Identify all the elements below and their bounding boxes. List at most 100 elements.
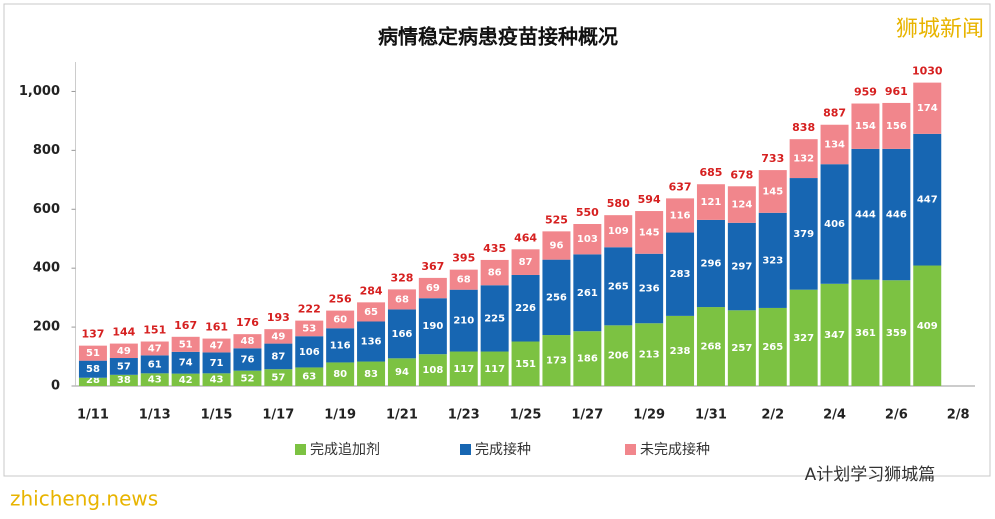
- total-label: 167: [174, 319, 197, 332]
- bar-segment: [202, 338, 231, 353]
- segment-label: 71: [210, 358, 224, 369]
- total-label: 733: [761, 152, 784, 165]
- legend-swatch: [625, 444, 636, 455]
- total-label: 959: [854, 86, 877, 99]
- segment-label: 117: [453, 364, 474, 375]
- total-label: 222: [298, 303, 321, 316]
- total-label: 637: [669, 180, 692, 193]
- x-tick-label: 1/21: [386, 408, 418, 423]
- segment-label: 96: [549, 241, 563, 252]
- segment-label: 63: [302, 372, 316, 383]
- bar-segment: [233, 348, 262, 371]
- bar-segment: [78, 377, 107, 386]
- bar-segment: [357, 361, 386, 386]
- segment-label: 145: [762, 186, 783, 197]
- bar-segment: [511, 341, 540, 386]
- segment-label: 444: [855, 209, 876, 220]
- chart-title: 病情稳定病患疫苗接种概况: [378, 25, 618, 49]
- segment-label: 43: [210, 375, 224, 386]
- bar-segment: [789, 178, 818, 290]
- bar-segment: [573, 224, 602, 255]
- y-tick-label: 0: [51, 379, 60, 394]
- segment-label: 225: [484, 313, 505, 324]
- segment-label: 124: [731, 200, 752, 211]
- segment-label: 109: [608, 226, 629, 237]
- total-label: 137: [81, 328, 104, 341]
- segment-label: 190: [422, 321, 443, 332]
- bar-segment: [387, 289, 416, 310]
- bar-segment: [511, 249, 540, 275]
- segment-label: 83: [364, 369, 378, 380]
- segment-label: 49: [117, 346, 131, 357]
- bar-segment: [326, 328, 355, 363]
- bar-segment: [295, 320, 324, 337]
- bar-segment: [109, 343, 138, 359]
- segment-label: 173: [546, 356, 567, 367]
- x-tick-label: 1/27: [571, 408, 603, 423]
- bar-segment: [326, 362, 355, 386]
- bar-segment: [635, 323, 664, 386]
- bar-segment: [604, 325, 633, 386]
- bar-segment: [202, 352, 231, 374]
- bar-segment: [573, 331, 602, 386]
- bar-segment: [696, 219, 725, 308]
- bar-segment: [418, 277, 447, 299]
- bar-segment: [851, 148, 880, 280]
- bar-segment: [851, 279, 880, 386]
- bar-segment: [820, 164, 849, 284]
- bar-segment: [418, 354, 447, 386]
- bar-segment: [171, 336, 200, 352]
- bar-segment: [326, 310, 355, 329]
- bar-segment: [758, 212, 787, 308]
- total-label: 367: [421, 260, 444, 273]
- segment-label: 151: [515, 359, 536, 370]
- segment-label: 347: [824, 330, 845, 341]
- x-tick-label: 1/17: [262, 408, 294, 423]
- segment-label: 57: [117, 361, 131, 372]
- bar-segment: [851, 103, 880, 149]
- segment-label: 68: [395, 294, 409, 305]
- total-label: 961: [885, 85, 908, 98]
- x-tick-label: 1/29: [633, 408, 665, 423]
- segment-label: 106: [299, 347, 320, 358]
- bar-segment: [449, 269, 478, 290]
- segment-label: 226: [515, 303, 536, 314]
- bar-segment: [573, 254, 602, 332]
- y-tick-label: 200: [33, 320, 60, 335]
- bar-segment: [820, 283, 849, 386]
- bar-segment: [418, 298, 447, 355]
- bar-segment: [449, 289, 478, 352]
- total-label: 151: [143, 324, 166, 337]
- bar-segment: [758, 170, 787, 213]
- legend-swatch: [295, 444, 306, 455]
- bar-segment: [295, 367, 324, 386]
- segment-label: 94: [395, 367, 409, 378]
- segment-label: 61: [148, 359, 162, 370]
- segment-label: 406: [824, 219, 845, 230]
- bar-segment: [233, 370, 262, 386]
- bar-segment: [542, 335, 571, 386]
- segment-label: 379: [793, 229, 814, 240]
- bar-segment: [78, 345, 107, 361]
- segment-label: 116: [670, 210, 691, 221]
- segment-label: 134: [824, 139, 845, 150]
- segment-label: 361: [855, 328, 876, 339]
- total-label: 435: [483, 242, 506, 255]
- total-label: 193: [267, 311, 290, 324]
- x-tick-label: 1/13: [139, 408, 171, 423]
- bar-segment: [140, 341, 169, 356]
- total-label: 176: [236, 316, 259, 329]
- watermark: 狮城新闻: [896, 17, 984, 42]
- bar-segment: [171, 373, 200, 386]
- bar-segment: [264, 343, 293, 370]
- bar-segment: [78, 360, 107, 378]
- bar-segment: [666, 198, 695, 233]
- total-label: 144: [112, 326, 135, 339]
- bar-segment: [666, 232, 695, 316]
- segment-label: 47: [148, 343, 162, 354]
- segment-label: 80: [333, 369, 347, 380]
- segment-label: 103: [577, 234, 598, 245]
- bar-segment: [882, 102, 911, 149]
- segment-label: 186: [577, 354, 598, 365]
- segment-label: 257: [731, 343, 752, 354]
